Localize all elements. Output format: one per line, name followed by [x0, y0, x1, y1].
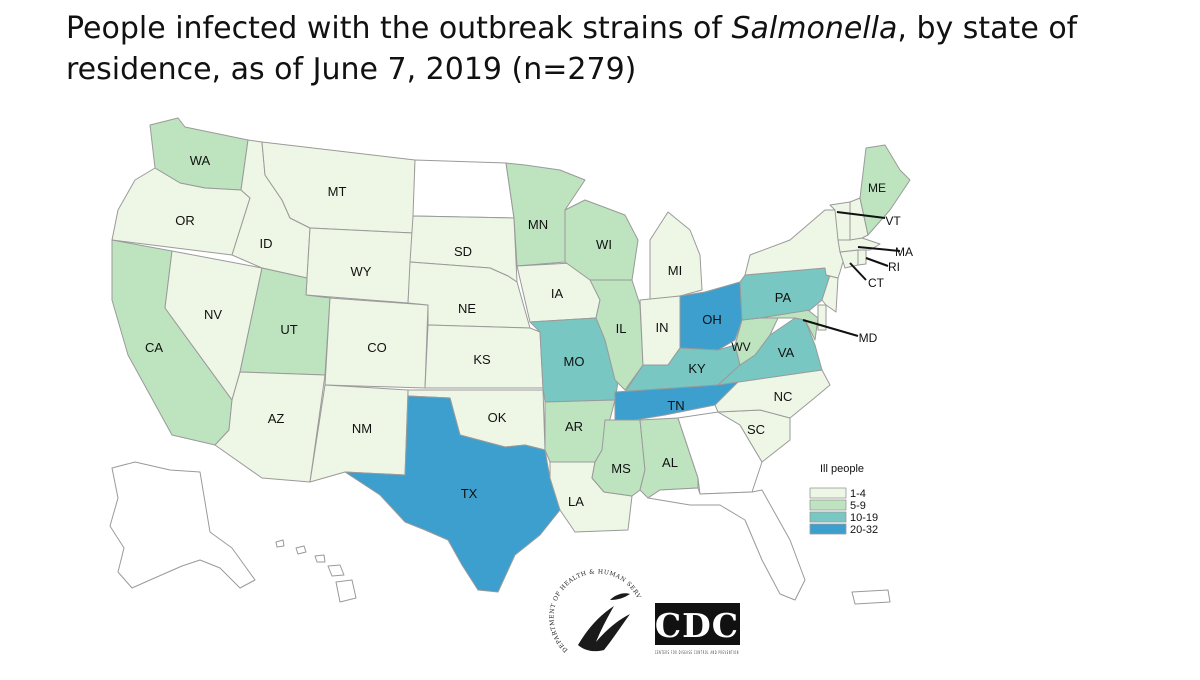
label-MO: MO: [564, 354, 585, 369]
label-SD: SD: [454, 244, 472, 259]
label-OR: OR: [175, 213, 195, 228]
label-CA: CA: [145, 340, 163, 355]
state-RI[interactable]: [857, 249, 867, 266]
label-IL: IL: [616, 321, 627, 336]
state-ME[interactable]: [859, 144, 911, 236]
cdc-logo-text: CDC: [655, 606, 739, 645]
label-PA: PA: [775, 290, 792, 305]
state-FL[interactable]: [647, 487, 806, 601]
legend-label-1-4: 1-4: [850, 488, 866, 500]
label-ID: ID: [260, 236, 273, 251]
states-layer: [109, 117, 911, 605]
legend-swatch-5-9: [809, 499, 847, 511]
label-CT: CT: [868, 276, 885, 290]
state-NY[interactable]: [744, 209, 846, 279]
label-WV: WV: [731, 340, 750, 354]
label-OH: OH: [702, 312, 722, 327]
legend-label-10-19: 10-19: [850, 512, 878, 524]
state-ND[interactable]: [412, 159, 515, 219]
hi-island-5: [335, 579, 357, 603]
label-LA: LA: [568, 494, 584, 509]
label-AL: AL: [662, 455, 678, 470]
state-labels: WA OR CA NV ID MT WY UT AZ CO NM SD NE K…: [145, 153, 913, 509]
cdc-logo-box: [655, 603, 740, 645]
state-WI[interactable]: [564, 199, 639, 281]
label-TN: TN: [667, 398, 684, 413]
legend-label-5-9: 5-9: [850, 500, 866, 512]
label-KS: KS: [473, 352, 491, 367]
cdc-logo: CDC CENTERS FOR DISEASE CONTROL AND PREV…: [655, 603, 740, 655]
leader-VT: [836, 211, 886, 219]
state-NH[interactable]: [849, 197, 869, 241]
legend-swatch-20-32: [809, 523, 847, 535]
hi-island-1: [275, 539, 285, 548]
label-MI: MI: [668, 263, 682, 278]
state-TX[interactable]: [344, 395, 561, 593]
label-MT: MT: [328, 184, 347, 199]
label-IN: IN: [656, 320, 669, 335]
state-AZ[interactable]: [214, 371, 326, 483]
label-NE: NE: [458, 301, 476, 316]
label-NM: NM: [352, 421, 372, 436]
label-RI: RI: [888, 260, 900, 274]
leader-CT: [849, 262, 867, 281]
label-WA: WA: [190, 153, 211, 168]
label-KY: KY: [688, 361, 706, 376]
legend-swatch-1-4: [809, 487, 847, 499]
state-MD[interactable]: [759, 309, 819, 341]
label-VA: VA: [778, 345, 795, 360]
leader-MA: [857, 246, 901, 252]
hi-island-2: [295, 545, 307, 555]
label-MA: MA: [895, 245, 913, 259]
label-WI: WI: [596, 237, 612, 252]
label-IA: IA: [551, 286, 564, 301]
legend-label-20-32: 20-32: [850, 524, 878, 536]
label-AZ: AZ: [268, 411, 285, 426]
title-part1: People infected with the outbreak strain…: [66, 11, 732, 46]
state-HI[interactable]: [275, 539, 357, 603]
label-NV: NV: [204, 307, 222, 322]
label-MS: MS: [611, 461, 631, 476]
state-IL[interactable]: [589, 279, 644, 391]
label-MD: MD: [859, 331, 878, 345]
label-NC: NC: [774, 389, 793, 404]
state-CT[interactable]: [839, 249, 859, 269]
label-SC: SC: [747, 422, 765, 437]
label-OK: OK: [488, 410, 507, 425]
label-UT: UT: [280, 322, 297, 337]
title-part2: , by state of residence, as of June 7, 2…: [66, 11, 1078, 87]
state-AK[interactable]: [109, 461, 256, 589]
page-title: People infected with the outbreak strain…: [66, 8, 1186, 90]
eagle-icon: [578, 593, 630, 652]
state-VT[interactable]: [829, 201, 851, 241]
cdc-logo-subtext: CENTERS FOR DISEASE CONTROL AND PREVENTI…: [655, 650, 739, 655]
label-TX: TX: [461, 486, 478, 501]
label-ME: ME: [868, 181, 886, 195]
leader-MD: [802, 319, 859, 337]
label-WY: WY: [351, 264, 372, 279]
legend-swatch-10-19: [809, 511, 847, 523]
hi-island-3: [314, 554, 326, 563]
label-AR: AR: [565, 419, 583, 434]
leader-RI: [865, 257, 889, 267]
legend-title: Ill people: [820, 463, 864, 475]
state-DE[interactable]: [817, 304, 827, 331]
label-MN: MN: [528, 217, 548, 232]
hi-island-4: [327, 564, 345, 577]
leader-lines: [802, 211, 901, 337]
territory-PR[interactable]: [851, 589, 891, 605]
legend: Ill people 1-4 5-9 10-19 20-32: [809, 463, 878, 536]
title-italic: Salmonella: [731, 11, 898, 46]
state-NC[interactable]: [714, 369, 831, 419]
state-MI[interactable]: [649, 211, 703, 301]
label-CO: CO: [367, 340, 387, 355]
label-VT: VT: [885, 214, 901, 228]
